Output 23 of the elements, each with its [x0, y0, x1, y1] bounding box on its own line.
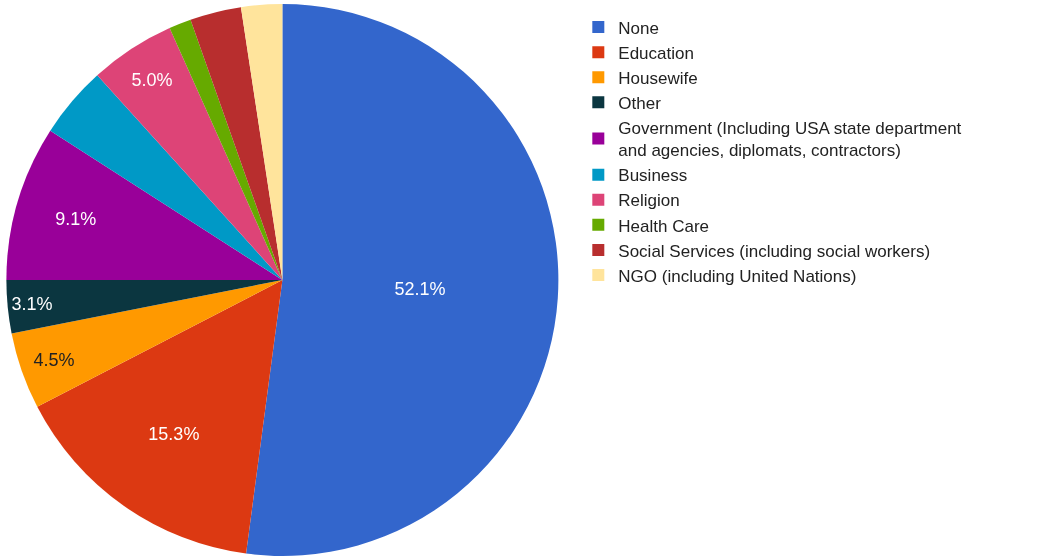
legend-label: None [618, 18, 659, 38]
data-label: 3.1% [11, 294, 53, 315]
legend-label: Government (Including USA state department and agencies, diplomats, contractors) [618, 119, 962, 161]
pie-slice [190, 7, 283, 280]
pie-slice [6, 130, 283, 280]
pie-slice [6, 280, 283, 334]
pie-slice [246, 4, 558, 556]
legend-label: Religion [618, 191, 680, 211]
legend-label: Business [618, 166, 688, 186]
legend-label: Education [618, 43, 694, 63]
data-label: 4.5% [33, 349, 75, 370]
legend-label: Health Care [618, 216, 710, 236]
legend-label: NGO (including United Nations) [618, 266, 857, 286]
legend-label: Social Services (including social workers) [618, 241, 931, 261]
pie-slice [11, 280, 283, 407]
legend-label: Other [618, 94, 662, 113]
pie-slice [50, 75, 283, 280]
data-label: 52.1% [394, 279, 446, 300]
data-label: 5.0% [131, 70, 173, 91]
pie-slice [97, 28, 283, 280]
legend-label: Housewife [618, 68, 698, 88]
data-label: 9.1% [55, 209, 97, 230]
data-label: 15.3% [148, 424, 200, 445]
